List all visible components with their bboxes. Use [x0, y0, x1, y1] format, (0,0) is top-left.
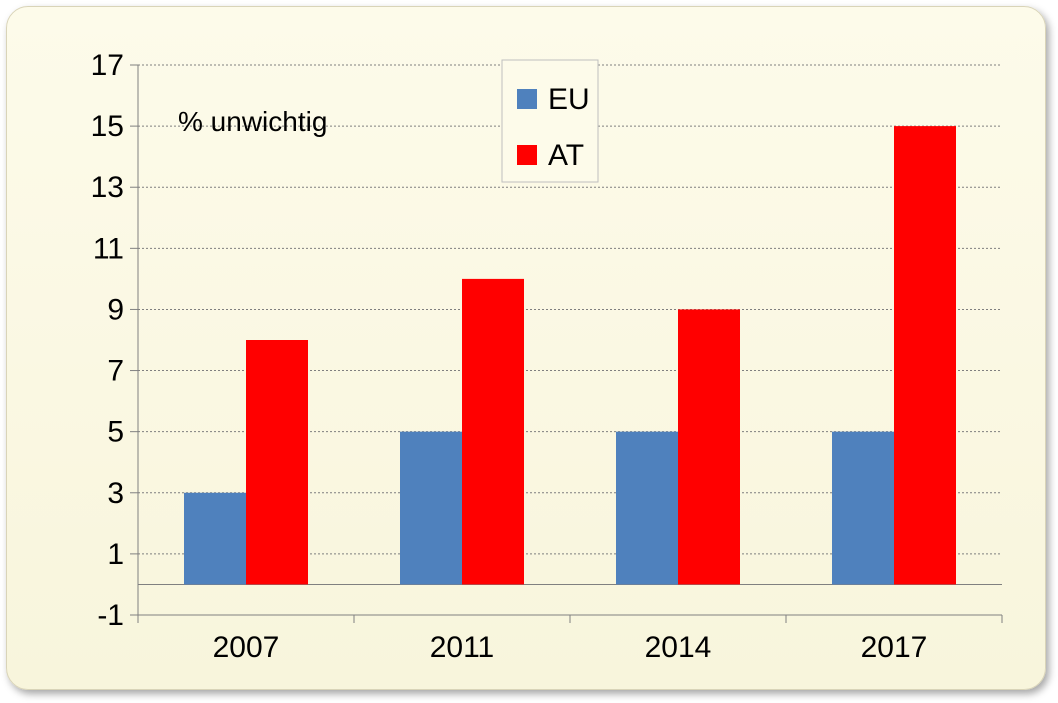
y-tick-label: 17 — [91, 49, 124, 82]
bar-eu-2011 — [400, 431, 462, 585]
y-tick-label: 3 — [107, 477, 124, 510]
legend-label-at: AT — [548, 139, 584, 172]
chart-annotation: % unwichtig — [178, 106, 327, 137]
legend-swatch-eu — [517, 89, 537, 109]
y-tick-label: 13 — [91, 171, 124, 204]
bar-eu-2007 — [184, 492, 246, 585]
legend-label-eu: EU — [548, 83, 590, 116]
x-tick-label: 2011 — [430, 631, 495, 664]
y-tick-label: -1 — [97, 599, 124, 632]
bar-at-2007 — [246, 340, 308, 585]
bars — [184, 126, 956, 585]
y-tick-label: 7 — [107, 355, 124, 388]
x-tick-label: 2017 — [861, 631, 928, 664]
y-tick-label: 5 — [107, 416, 124, 449]
x-tick-label: 2014 — [645, 631, 712, 664]
bar-at-2017 — [894, 126, 956, 585]
legend-swatch-at — [517, 145, 537, 165]
bar-at-2011 — [462, 278, 524, 585]
y-tick-label: 9 — [107, 293, 124, 326]
bar-eu-2014 — [616, 431, 678, 585]
y-tick-label: 1 — [107, 538, 124, 571]
bar-at-2014 — [678, 309, 740, 585]
legend: EU AT — [501, 59, 599, 183]
bar-eu-2017 — [832, 431, 894, 585]
x-tick-label: 2007 — [213, 631, 280, 664]
y-tick-label: 11 — [93, 232, 124, 265]
y-tick-label: 15 — [91, 110, 124, 143]
